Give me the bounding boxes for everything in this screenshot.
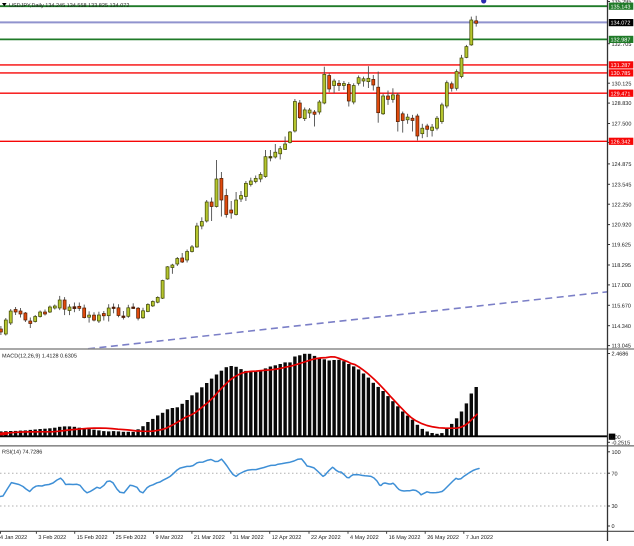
svg-text:16 May 2022: 16 May 2022 [389,535,421,541]
svg-text:12 Apr 2022: 12 Apr 2022 [272,535,302,541]
svg-text:RSI(14) 74.7286: RSI(14) 74.7286 [2,450,42,456]
svg-text:100: 100 [612,450,621,456]
svg-text:132.987: 132.987 [611,38,631,44]
svg-text:70: 70 [612,471,618,477]
svg-text:115.670: 115.670 [612,303,631,309]
svg-text:134.072: 134.072 [611,21,631,27]
svg-text:120.920: 120.920 [612,223,632,229]
svg-text:22 Apr 2022: 22 Apr 2022 [311,535,341,541]
svg-text:122.250: 122.250 [612,202,632,208]
svg-text:USDJPY,Daily 134.245 134.558: USDJPY,Daily 134.245 134.558 133.825 134… [9,3,129,9]
svg-text:118.295: 118.295 [612,263,631,269]
svg-text:9 Mar 2022: 9 Mar 2022 [156,535,184,541]
svg-text:21 Mar 2022: 21 Mar 2022 [194,535,225,541]
svg-text:128.830: 128.830 [612,101,632,107]
svg-text:0.00: 0.00 [610,435,621,441]
svg-text:124.875: 124.875 [612,162,632,168]
svg-text:117.000: 117.000 [612,283,631,289]
svg-text:MACD(12,26,9) 1.4128 0.6305: MACD(12,26,9) 1.4128 0.6305 [2,353,77,359]
svg-text:123.545: 123.545 [612,182,632,188]
svg-text:126.342: 126.342 [611,139,631,145]
svg-text:0: 0 [612,524,615,530]
svg-text:3 Feb 2022: 3 Feb 2022 [38,535,66,541]
svg-text:113.045: 113.045 [612,344,631,350]
svg-text:7 Jun 2022: 7 Jun 2022 [466,535,493,541]
svg-text:15 Feb 2022: 15 Feb 2022 [77,535,108,541]
svg-text:114.340: 114.340 [612,324,631,330]
svg-text:26 May 2022: 26 May 2022 [427,535,459,541]
svg-text:-0.2515: -0.2515 [612,440,631,446]
svg-text:25 Feb 2022: 25 Feb 2022 [116,535,147,541]
svg-text:30: 30 [612,504,618,510]
svg-text:130.125: 130.125 [612,81,632,87]
svg-text:127.500: 127.500 [612,122,632,128]
svg-text:131.287: 131.287 [611,63,631,69]
svg-text:132.705: 132.705 [612,42,632,48]
svg-text:2.4686: 2.4686 [612,352,629,358]
svg-text:129.471: 129.471 [611,91,631,97]
svg-text:130.785: 130.785 [611,71,631,77]
svg-text:119.625: 119.625 [612,243,631,249]
svg-text:4 May 2022: 4 May 2022 [350,535,379,541]
svg-text:135.143: 135.143 [611,4,631,10]
svg-text:4 Jan 2022: 4 Jan 2022 [0,535,27,541]
svg-text:31 Mar 2022: 31 Mar 2022 [233,535,264,541]
